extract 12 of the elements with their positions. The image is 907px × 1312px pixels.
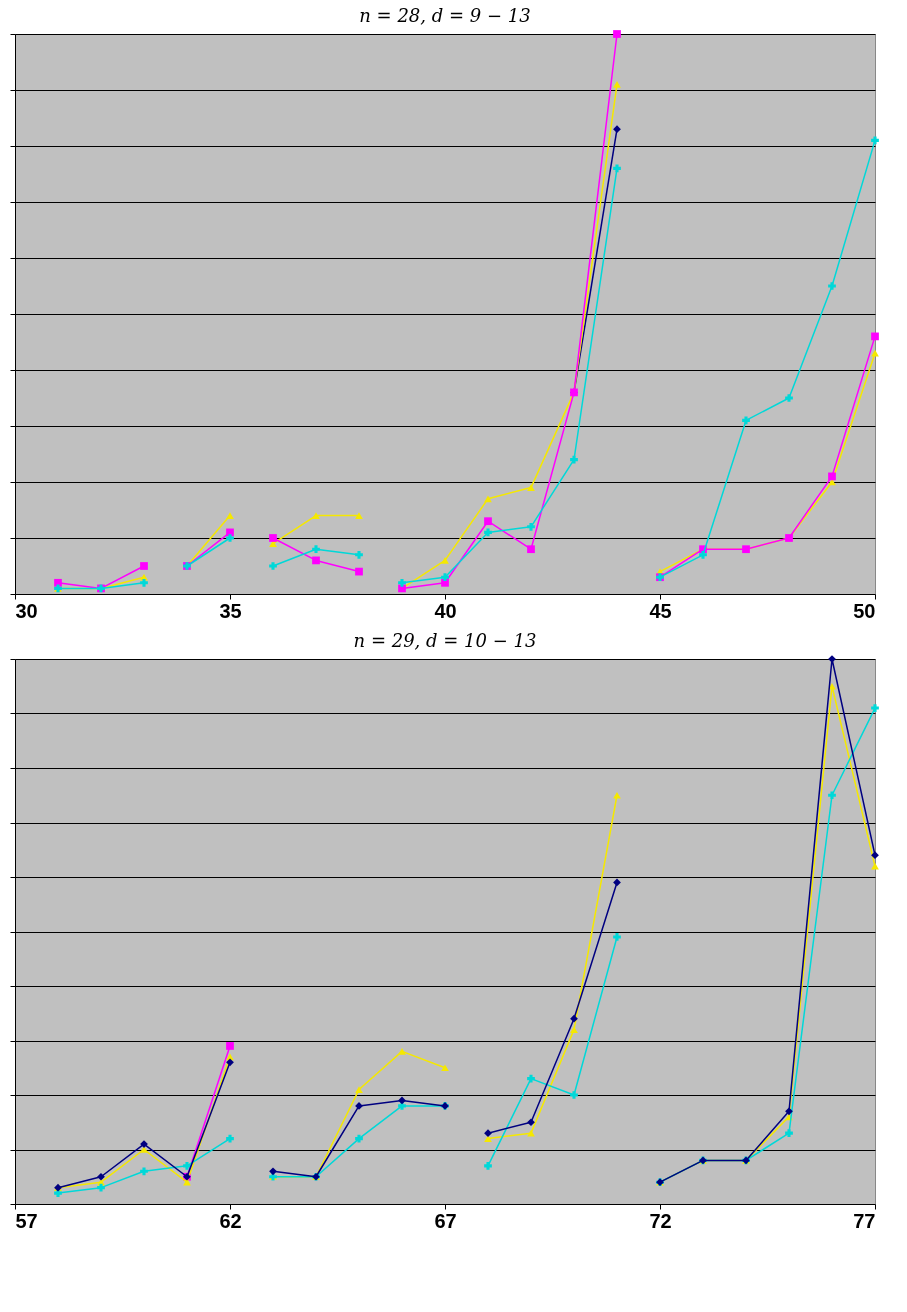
chart-title: n = 28, d = 9 − 13	[359, 5, 531, 27]
x-tick-label: 62	[219, 1209, 242, 1232]
x-tick-label: 35	[219, 599, 242, 622]
x-tick-label: 57	[15, 1209, 38, 1232]
x-tick-label: 45	[649, 599, 672, 622]
x-tick-label: 40	[434, 599, 457, 622]
x-tick-label: 67	[434, 1209, 457, 1232]
x-tick-label: 77	[853, 1209, 876, 1232]
x-tick-label: 50	[853, 599, 876, 622]
x-tick-label: 30	[15, 599, 38, 622]
chart-title: n = 29, d = 10 − 13	[353, 630, 537, 652]
x-tick-label: 72	[649, 1209, 672, 1232]
